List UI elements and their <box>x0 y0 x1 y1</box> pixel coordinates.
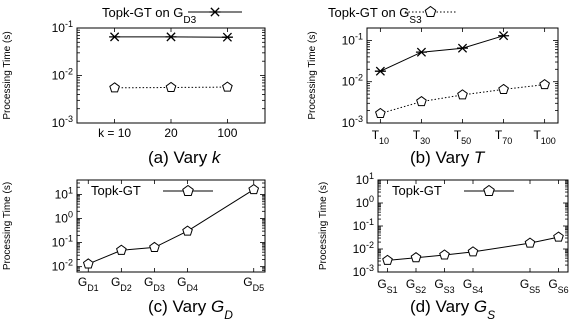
series-1 <box>374 31 510 76</box>
y-tick-label: 10-3 <box>342 114 363 130</box>
x-tick-label: GS4 <box>463 277 483 295</box>
x-tick-label: k = 10 <box>98 126 131 140</box>
x-tick-label: 100 <box>217 126 237 140</box>
data-point-pentagon <box>248 183 260 195</box>
plot-area <box>366 27 559 124</box>
y-axis-title: Processing Time (s) <box>307 31 318 119</box>
series-2 <box>375 79 550 119</box>
data-point-star <box>498 31 510 41</box>
x-tick-label: GD1 <box>78 275 99 293</box>
data-point-star <box>109 32 121 42</box>
chart-panel-1: 10-1 10-2 10-3 k = 10 20 100 Processing Time (… <box>2 19 266 167</box>
y-tick-label: 100 <box>55 210 73 226</box>
data-point-pentagon <box>524 237 536 248</box>
series-1 <box>109 32 233 42</box>
panel-caption: (c) Vary GD <box>148 297 233 322</box>
y-axis-title: Processing Time (s) <box>2 31 13 119</box>
data-point-pentagon <box>457 89 468 100</box>
y-tick-label: 10-1 <box>52 234 73 250</box>
legend-label: Topk-GT on GD3 <box>102 5 197 26</box>
data-point-star <box>221 32 233 42</box>
x-tick-label: T70 <box>495 128 512 146</box>
series-line <box>88 189 254 265</box>
panel-caption: (d) Vary GS <box>410 297 495 322</box>
x-tick-label: GD5 <box>243 275 264 293</box>
plot-area <box>76 27 266 124</box>
data-point-pentagon <box>539 79 550 90</box>
data-point-star <box>457 43 468 53</box>
x-tick-label: GS6 <box>548 277 568 295</box>
top-legend: Topk-GT on GD3 Topk-GT on GS3 <box>102 5 456 26</box>
data-point-pentagon <box>165 81 177 93</box>
panel-legend-label: Topk-GT <box>392 183 442 198</box>
y-tick-label: 10-2 <box>353 240 374 256</box>
x-tick-label: T10 <box>372 128 389 146</box>
x-tick-label: GS2 <box>406 277 426 295</box>
y-tick-label: 10-1 <box>342 31 363 47</box>
y-tick-label: 10-3 <box>52 114 73 130</box>
data-point-pentagon <box>149 241 160 252</box>
legend-star-marker <box>209 7 221 17</box>
data-point-pentagon <box>182 225 193 236</box>
legend-label: Topk-GT on GS3 <box>328 5 422 26</box>
data-point-pentagon <box>410 252 422 263</box>
data-point-pentagon <box>416 95 427 107</box>
x-tick-label: GD4 <box>177 275 198 293</box>
y-axis-title: Processing Time (s) <box>2 182 13 270</box>
chart-panel-3: 101 100 10-1 10-2 GD1 GD2 GD3 GD4 GD5 Processing … <box>2 179 266 322</box>
panel-caption: (a) Vary k <box>148 148 222 167</box>
data-point-star <box>165 32 177 42</box>
data-point-pentagon <box>498 83 509 94</box>
y-tick-label: 10-1 <box>353 217 374 233</box>
panel-legend-pentagon-marker <box>483 184 495 196</box>
panel-legend-pentagon-marker <box>182 184 194 196</box>
y-tick-label: 101 <box>356 171 374 187</box>
x-tick-label: T100 <box>533 128 555 146</box>
y-tick-label: 10-2 <box>52 67 73 83</box>
data-point-pentagon <box>116 244 127 255</box>
data-point-pentagon <box>467 246 479 257</box>
x-tick-label: GS5 <box>520 277 540 295</box>
y-tick-label: 100 <box>356 194 374 210</box>
y-tick-label: 10-2 <box>52 258 73 274</box>
data-point-star <box>374 66 386 76</box>
x-tick-label: T50 <box>454 128 471 146</box>
series-1 <box>382 231 564 265</box>
data-point-pentagon <box>439 249 450 260</box>
y-tick-label: 101 <box>55 185 73 201</box>
series-1 <box>82 183 260 269</box>
data-point-pentagon <box>382 254 393 265</box>
x-tick-label: GD2 <box>111 275 132 293</box>
data-point-star <box>415 47 427 57</box>
data-point-pentagon <box>109 82 120 93</box>
chart-panel-2: 10-1 10-2 10-3 T10 T30 T50 T70 T100 Processing T… <box>307 27 559 167</box>
y-tick-label: 10-3 <box>353 263 374 279</box>
y-tick-label: 10-2 <box>342 73 363 89</box>
y-axis-title: Processing Time (s) <box>318 182 329 270</box>
panel-legend-label: Topk-GT <box>91 183 141 198</box>
x-tick-label: 20 <box>164 126 178 140</box>
y-tick-label: 10-1 <box>52 19 73 35</box>
data-point-pentagon <box>553 231 564 242</box>
x-tick-label: T30 <box>413 128 430 146</box>
data-point-pentagon <box>375 107 386 119</box>
panel-caption: (b) Vary T <box>410 148 486 167</box>
data-point-pentagon <box>222 81 233 92</box>
series-2 <box>109 81 233 93</box>
data-point-pentagon <box>82 258 94 269</box>
x-tick-label: GD3 <box>144 275 165 293</box>
x-tick-label: GS3 <box>434 277 454 295</box>
series-line <box>380 35 504 72</box>
x-tick-label: GS1 <box>377 277 397 295</box>
legend-pentagon-marker <box>424 5 437 17</box>
